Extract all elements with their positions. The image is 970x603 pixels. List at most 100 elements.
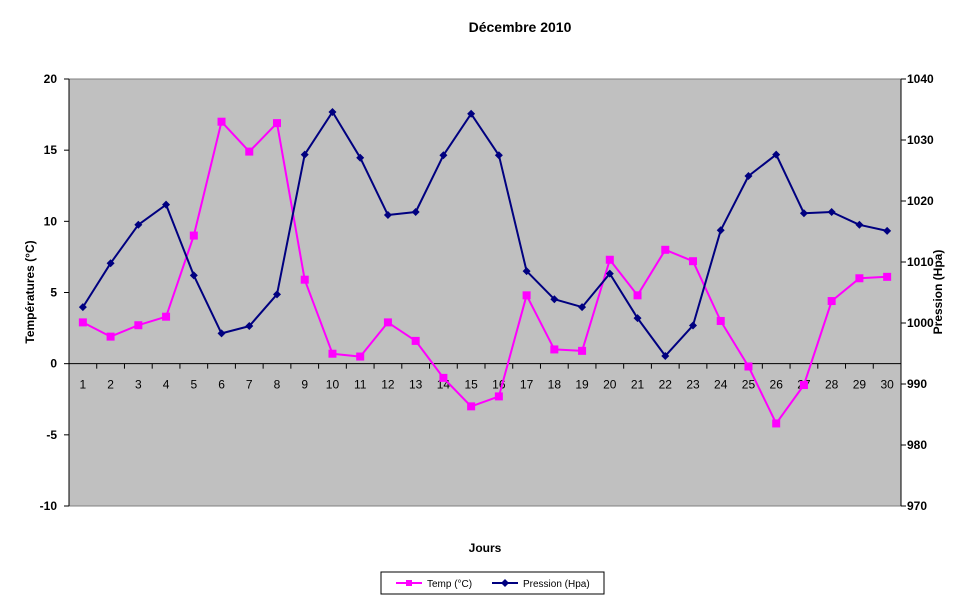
data-point-pression [273,290,281,299]
data-point-temp [328,349,337,358]
x-tick-label: 12 [381,378,395,392]
axes: -10-505101520970980990100010101020103010… [40,72,934,513]
data-point-temp [661,245,670,254]
y-tick-label-right: 990 [907,377,927,391]
data-point-pression [772,150,781,159]
y-tick-label-right: 1030 [907,133,934,147]
data-point-temp [883,272,892,281]
x-tick-label: 7 [246,378,253,392]
data-point-temp [799,381,808,390]
data-point-temp [411,336,420,345]
data-point-pression [467,109,476,118]
data-point-temp [633,291,642,300]
data-point-pression [328,107,337,116]
x-tick-label: 30 [880,378,894,392]
data-point-pression [661,351,670,360]
x-tick-label: 15 [464,378,478,392]
y-tick-label-left: -5 [46,428,57,442]
data-point-temp [217,117,226,126]
x-tick-label: 19 [575,378,589,392]
y-axis-label-left: Températures (°C) [23,240,37,343]
x-tick-label: 1 [80,378,87,392]
data-point-pression [799,209,808,218]
legend-label-pression: Pression (Hpa) [523,579,590,590]
x-tick-label: 2 [107,378,114,392]
data-point-temp [827,297,836,306]
data-point-temp [439,373,448,382]
y-tick-label-right: 980 [907,438,927,452]
x-tick-label: 4 [163,378,170,392]
y-tick-label-right: 1010 [907,255,934,269]
x-tick-label: 26 [770,378,784,392]
x-tick-label: 28 [825,378,839,392]
data-point-pression [716,226,725,235]
series-line-temp [82,120,888,425]
data-point-pression [605,269,614,278]
data-point-temp [383,318,392,327]
y-tick-label-right: 970 [907,499,927,513]
data-point-pression [78,303,87,312]
data-point-temp [106,332,115,341]
x-tick-label: 9 [301,378,308,392]
series [78,107,892,428]
data-point-pression [744,171,753,180]
y-tick-label-left: 0 [50,357,57,371]
data-point-pression [494,151,503,160]
x-tick-label: 29 [853,378,867,392]
data-point-temp [605,255,614,264]
x-tick-label: 5 [190,378,197,392]
y-tick-label-left: 20 [44,72,58,86]
x-tick-label: 25 [742,378,756,392]
x-axis-label: Jours [469,541,502,555]
legend-label-temp: Temp (°C) [427,579,472,590]
data-point-temp [550,345,559,354]
data-point-temp [772,419,781,428]
x-tick-label: 20 [603,378,617,392]
data-point-temp [522,291,531,300]
legend: Temp (°C) Pression (Hpa) [380,571,605,595]
y-tick-label-right: 1020 [907,194,934,208]
data-point-pression [383,211,392,220]
data-point-pression [162,200,171,209]
data-point-temp [578,346,587,355]
y-tick-label-right: 1000 [907,316,934,330]
x-tick-label: 11 [354,378,367,392]
y-tick-label-left: 5 [50,286,57,300]
y-tick-label-right: 1040 [907,72,934,86]
data-point-temp [134,321,143,330]
data-point-pression [245,322,254,331]
legend-marker-temp [406,580,412,586]
x-tick-label: 13 [409,378,423,392]
data-point-temp [689,257,697,266]
x-tick-label: 24 [714,378,728,392]
x-tick-label: 8 [274,378,281,392]
data-point-pression [300,150,309,159]
y-tick-label-left: 15 [44,143,58,157]
data-point-pression [578,303,587,312]
x-tick-label: 22 [659,378,673,392]
data-point-pression [439,151,448,160]
data-point-pression [689,321,697,330]
data-point-temp [356,352,365,361]
legend-marker-pression [501,579,509,587]
data-point-temp [467,402,476,411]
x-tick-label: 10 [326,378,340,392]
x-tick-label: 6 [218,378,225,392]
data-point-pression [522,267,531,276]
data-point-temp [494,392,503,401]
x-tick-label: 17 [520,378,534,392]
series-line-pression [82,110,888,357]
data-point-temp [744,362,753,371]
x-tick-label: 3 [135,378,142,392]
y-tick-label-left: 10 [44,214,58,228]
data-point-temp [716,316,725,325]
y-axis-label-right: Pression (Hpa) [931,250,945,335]
data-point-pression [411,207,420,216]
x-tick-label: 21 [631,378,645,392]
data-point-pression [883,226,892,235]
chart-title: Décembre 2010 [469,19,572,35]
data-point-pression [106,259,115,268]
data-point-temp [245,147,254,156]
data-point-temp [855,274,864,283]
